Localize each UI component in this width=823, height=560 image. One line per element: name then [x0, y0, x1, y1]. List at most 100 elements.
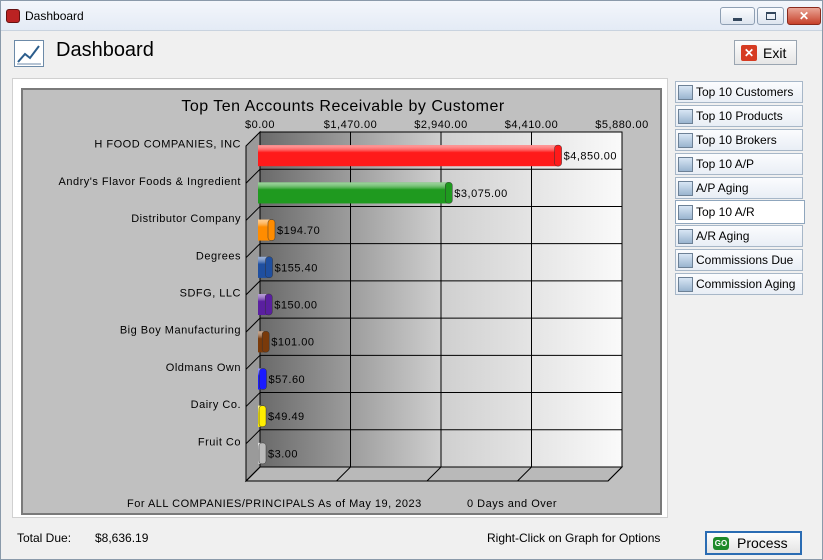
sidebar-item-commission-aging[interactable]: Commission Aging: [675, 273, 803, 295]
sidebar-item-top-10-a-r[interactable]: Top 10 A/R: [675, 200, 805, 224]
bar-value-label: $4,850.00: [564, 151, 617, 163]
minimize-button[interactable]: [720, 7, 755, 25]
report-icon: [678, 204, 693, 220]
category-label: Andry's Flavor Foods & Ingredient: [59, 176, 241, 188]
sidebar-item-label: Top 10 Brokers: [696, 133, 777, 147]
report-icon: [678, 252, 693, 268]
x-tick-label: $1,470.00: [324, 119, 377, 131]
report-icon: [678, 156, 693, 172]
y-gridline-side: [245, 243, 261, 259]
exit-button[interactable]: ✕ Exit: [734, 40, 797, 65]
x-gridline-floor: [245, 466, 261, 482]
y-gridline-side: [245, 429, 261, 445]
sidebar-item-commissions-due[interactable]: Commissions Due: [675, 249, 803, 271]
sidebar-item-a-p-aging[interactable]: A/P Aging: [675, 177, 803, 199]
chart-footnote-aging: 0 Days and Over: [467, 498, 557, 510]
process-label: Process: [737, 535, 788, 551]
bar-end-cap: [554, 144, 562, 167]
x-tick-label: $5,880.00: [595, 119, 648, 131]
bar[interactable]: [258, 145, 559, 167]
y-gridline-side: [245, 392, 261, 407]
chart-title: Top Ten Accounts Receivable by Customer: [181, 98, 505, 115]
sidebar-item-top-10-brokers[interactable]: Top 10 Brokers: [675, 129, 803, 151]
exit-label: Exit: [763, 44, 787, 61]
bar-end-cap: [258, 405, 267, 427]
category-label: Dairy Co.: [191, 399, 241, 411]
bar[interactable]: [258, 182, 450, 204]
go-icon: GO: [713, 536, 729, 550]
x-gridline-floor: [517, 466, 532, 482]
page-title: Dashboard: [56, 39, 154, 61]
bar-value-label: $150.00: [274, 300, 317, 312]
bar-end-cap: [265, 256, 273, 279]
close-icon: ✕: [798, 9, 810, 23]
report-icon: [678, 180, 693, 196]
bar-value-label: $3,075.00: [454, 188, 507, 200]
graph-options-hint: Right-Click on Graph for Options: [487, 531, 661, 545]
bar-end-cap: [258, 442, 267, 465]
x-gridline-floor: [607, 466, 623, 482]
x-gridline-floor: [336, 466, 351, 482]
sidebar-item-a-r-aging[interactable]: A/R Aging: [675, 225, 803, 247]
sidebar-item-top-10-products[interactable]: Top 10 Products: [675, 105, 803, 127]
bar-end-cap: [445, 182, 453, 204]
y-gridline-side: [245, 317, 261, 333]
total-due-value: $8,636.19: [95, 531, 149, 545]
chart-footnote: For ALL COMPANIES/PRINCIPALS As of May 1…: [127, 498, 422, 510]
bar-value-label: $155.40: [275, 262, 318, 274]
close-button[interactable]: ✕: [787, 7, 821, 25]
minimize-icon: [733, 17, 742, 21]
bar-value-label: $49.49: [268, 411, 305, 423]
sidebar-item-label: Commissions Due: [696, 253, 794, 267]
sidebar-item-label: Top 10 A/R: [696, 205, 755, 219]
x-gridline-floor: [426, 466, 442, 482]
total-due-label: Total Due:: [17, 531, 72, 545]
bar-end-cap: [267, 219, 276, 241]
chart-side-wall: [245, 130, 261, 483]
bar-end-cap: [261, 330, 270, 353]
sidebar-item-label: A/P Aging: [696, 181, 749, 195]
bar-end-cap: [259, 368, 267, 390]
report-icon: [678, 108, 693, 124]
chart-area[interactable]: Top Ten Accounts Receivable by Customer …: [21, 88, 662, 515]
bar-value-label: $57.60: [269, 374, 306, 386]
x-tick-label: $0.00: [245, 119, 275, 131]
app-icon: [6, 9, 20, 23]
ar-bar-chart[interactable]: Top Ten Accounts Receivable by Customer …: [23, 90, 660, 513]
report-icon: [678, 84, 693, 100]
exit-icon: ✕: [741, 44, 757, 61]
category-label: H FOOD COMPANIES, INC: [94, 139, 241, 151]
sidebar-item-label: Top 10 Customers: [696, 85, 794, 99]
x-tick-label: $2,940.00: [414, 119, 467, 131]
category-label: SDFG, LLC: [180, 288, 241, 300]
y-gridline-side: [245, 354, 261, 370]
title-bar: Dashboard ✕: [1, 1, 822, 31]
bar-end-cap: [264, 293, 273, 316]
sidebar-item-label: Top 10 A/P: [696, 157, 755, 171]
sidebar-item-label: Commission Aging: [696, 277, 796, 291]
x-tick-label: $4,410.00: [505, 119, 558, 131]
sidebar-item-top-10-a-p[interactable]: Top 10 A/P: [675, 153, 803, 175]
bar-value-label: $3.00: [268, 448, 298, 460]
dashboard-chart-icon: [14, 40, 44, 67]
y-gridline-side: [245, 168, 261, 184]
process-button[interactable]: GO Process: [705, 531, 802, 555]
graph-panel: Top Ten Accounts Receivable by Customer …: [12, 78, 668, 518]
bar[interactable]: [258, 294, 270, 315]
maximize-button[interactable]: [757, 7, 784, 25]
bar-value-label: $101.00: [271, 337, 314, 349]
category-label: Oldmans Own: [166, 362, 241, 374]
report-icon: [678, 228, 693, 244]
maximize-icon: [765, 12, 776, 20]
y-gridline-side: [245, 280, 261, 296]
report-icon: [678, 276, 693, 292]
sidebar-item-label: A/R Aging: [696, 229, 750, 243]
sidebar-item-label: Top 10 Products: [696, 109, 783, 123]
category-label: Distributor Company: [131, 213, 241, 225]
window-title: Dashboard: [25, 9, 84, 23]
sidebar-item-top-10-customers[interactable]: Top 10 Customers: [675, 81, 803, 103]
category-label: Big Boy Manufacturing: [120, 325, 241, 337]
bar[interactable]: [258, 256, 270, 278]
y-gridline-side: [245, 206, 261, 221]
